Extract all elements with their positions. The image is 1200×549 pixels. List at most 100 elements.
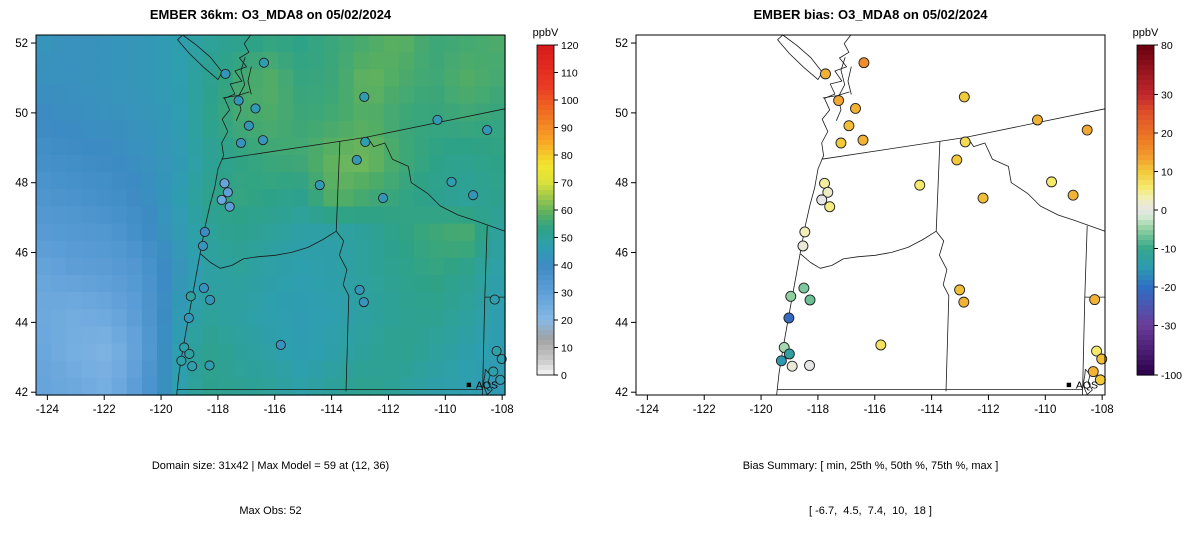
model-caption-line1: Domain size: 31x42 | Max Model = 59 at (… xyxy=(151,460,390,472)
x-tick-label: -112 xyxy=(377,404,399,416)
station-point xyxy=(1067,189,1079,201)
station-point xyxy=(432,114,443,126)
station-point xyxy=(446,176,457,187)
station-point xyxy=(1096,353,1108,365)
colorbar-tick-label: -10 xyxy=(1161,243,1176,255)
station-point xyxy=(843,120,855,132)
x-tick-label: -116 xyxy=(264,404,286,416)
station-point xyxy=(378,193,389,204)
plot-frame xyxy=(35,34,506,396)
obs-station-points xyxy=(176,57,507,385)
colorbar-tick-label: 0 xyxy=(561,370,567,382)
station-point xyxy=(824,201,836,213)
colorbar-tick-label: 120 xyxy=(561,40,579,52)
station-point xyxy=(199,226,210,237)
colorbar-tick-label: 50 xyxy=(561,232,573,244)
station-point xyxy=(187,361,198,372)
station-point xyxy=(358,297,369,308)
x-tick-label: -122 xyxy=(93,404,116,416)
station-point xyxy=(219,178,230,189)
colorbar-tick-label: 30 xyxy=(561,287,573,299)
model-raster xyxy=(36,35,506,396)
station-point xyxy=(183,312,194,324)
aqs-legend-label: AQS xyxy=(476,379,498,391)
colorbar-tick-label: 100 xyxy=(561,95,579,107)
x-tick-label: -116 xyxy=(864,404,886,416)
x-tick-label: -120 xyxy=(150,404,173,416)
plot-background xyxy=(636,35,1105,395)
station-point xyxy=(220,68,231,79)
station-point xyxy=(875,339,887,351)
colorbar-title: ppbV xyxy=(1133,27,1159,39)
station-point xyxy=(850,102,861,114)
colorbar-tick-label: 20 xyxy=(1161,128,1173,140)
model-caption-line2: Max Obs: 52 xyxy=(239,505,302,517)
model-panel-title: EMBER 36km: O3_MDA8 on 05/02/2024 xyxy=(149,7,392,22)
y-tick-label: 50 xyxy=(615,108,628,120)
x-tick-label: -110 xyxy=(1034,404,1056,416)
aqs-point-marker xyxy=(1066,382,1072,388)
y-axis: 42 44 46 48 50 52 xyxy=(615,38,636,399)
station-point xyxy=(1032,114,1043,126)
station-point xyxy=(258,57,269,68)
station-point xyxy=(314,180,325,191)
y-tick-label: 48 xyxy=(15,178,28,190)
x-tick-label: -124 xyxy=(636,404,660,416)
y-tick-label: 46 xyxy=(15,248,28,260)
y-tick-label: 48 xyxy=(615,178,628,190)
y-tick-label: 44 xyxy=(615,317,628,329)
dual-map-figure: EMBER 36km: O3_MDA8 on 05/02/2024 AQS -12… xyxy=(15,7,1183,517)
aqs-legend-label: AQS xyxy=(1076,379,1098,391)
station-point xyxy=(176,355,187,366)
station-point xyxy=(959,136,971,148)
station-point xyxy=(775,355,787,367)
station-point xyxy=(235,137,247,149)
colorbar-tick-label: 10 xyxy=(1161,166,1173,178)
x-tick-label: -114 xyxy=(321,404,344,416)
x-axis: -124 -122 -120 -118 -116 -114 -112 -110 -108 xyxy=(636,395,1114,416)
station-point xyxy=(359,91,370,102)
station-point xyxy=(857,134,869,146)
colorbar-tick-label: 110 xyxy=(561,67,578,79)
x-tick-label: -108 xyxy=(1091,404,1114,416)
colorbar-tick-label: 80 xyxy=(1161,40,1173,52)
station-point xyxy=(799,226,811,238)
bias-caption-line1: Bias Summary: [ min, 25th %, 50th %, 75t… xyxy=(742,460,999,472)
station-point xyxy=(1087,366,1099,378)
plot-frame xyxy=(635,34,1106,396)
station-point xyxy=(489,294,500,305)
station-point xyxy=(243,120,254,131)
y-tick-label: 46 xyxy=(615,248,628,260)
station-point xyxy=(222,187,233,198)
station-point xyxy=(468,190,479,201)
station-point xyxy=(198,283,209,294)
station-point xyxy=(783,348,795,360)
station-point xyxy=(951,154,963,166)
bias-station-points xyxy=(775,57,1108,386)
colorbar-tick-label: 80 xyxy=(561,150,573,162)
station-point xyxy=(783,312,795,324)
colorbar: 80 30 20 10 0 -10 -20 -30 -100 ppbV xyxy=(1133,27,1183,382)
station-point xyxy=(224,201,235,212)
station-point xyxy=(1046,176,1057,188)
station-point xyxy=(204,360,215,371)
station-point xyxy=(914,179,926,191)
station-point xyxy=(233,95,244,106)
colorbar-title: ppbV xyxy=(533,27,559,39)
station-point xyxy=(275,339,286,351)
station-point xyxy=(835,137,847,149)
y-axis: 42 44 46 48 50 52 xyxy=(15,38,36,399)
station-point xyxy=(360,136,371,147)
bias-map-plot: AQS -124 -122 -120 -118 -116 -114 -112 -110 -108 4… xyxy=(615,27,1183,416)
station-point xyxy=(1091,345,1103,357)
station-point xyxy=(958,296,970,308)
station-point xyxy=(977,192,989,204)
y-tick-label: 42 xyxy=(15,387,28,399)
station-point xyxy=(354,284,365,295)
station-point xyxy=(491,346,502,357)
station-point xyxy=(482,124,493,136)
aqs-legend: AQS xyxy=(466,379,498,391)
y-tick-label: 42 xyxy=(615,387,628,399)
colorbar-tick-label: -30 xyxy=(1161,320,1176,332)
